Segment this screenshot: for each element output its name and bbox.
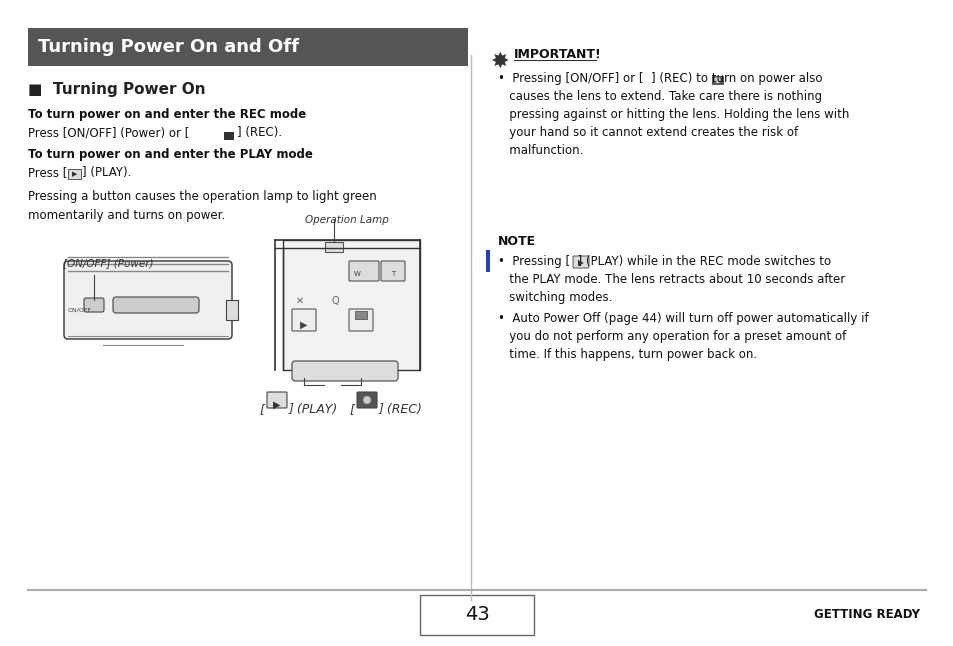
Text: ON/OFF: ON/OFF <box>68 307 92 312</box>
FancyBboxPatch shape <box>349 309 373 331</box>
Text: Press [ON/OFF] (Power) or [: Press [ON/OFF] (Power) or [ <box>28 126 190 139</box>
Text: malfunction.: malfunction. <box>497 144 583 157</box>
Text: 43: 43 <box>464 605 489 625</box>
Text: the PLAY mode. The lens retracts about 10 seconds after: the PLAY mode. The lens retracts about 1… <box>497 273 844 286</box>
Bar <box>224 132 233 140</box>
Text: ▶: ▶ <box>578 258 583 267</box>
Text: Press [: Press [ <box>28 166 68 179</box>
FancyBboxPatch shape <box>292 309 315 331</box>
FancyBboxPatch shape <box>292 361 397 381</box>
Text: ] (REC): ] (REC) <box>377 403 421 416</box>
FancyBboxPatch shape <box>112 297 199 313</box>
Bar <box>419 595 534 635</box>
Text: Q: Q <box>331 296 338 306</box>
Text: ▶: ▶ <box>300 320 308 330</box>
Text: time. If this happens, turn power back on.: time. If this happens, turn power back o… <box>497 348 757 361</box>
Text: you do not perform any operation for a preset amount of: you do not perform any operation for a p… <box>497 330 845 343</box>
Bar <box>226 300 237 320</box>
FancyBboxPatch shape <box>84 298 104 312</box>
Text: [: [ <box>260 403 265 416</box>
Text: pressing against or hitting the lens. Holding the lens with: pressing against or hitting the lens. Ho… <box>497 108 848 121</box>
Text: GETTING READY: GETTING READY <box>813 609 919 621</box>
Bar <box>28 28 468 66</box>
Text: To turn power on and enter the PLAY mode: To turn power on and enter the PLAY mode <box>28 148 313 161</box>
Bar <box>711 76 722 84</box>
Circle shape <box>226 134 232 138</box>
Text: [ON/OFF] (Power): [ON/OFF] (Power) <box>63 258 153 268</box>
FancyBboxPatch shape <box>267 392 287 408</box>
Text: ▶: ▶ <box>273 400 280 410</box>
FancyBboxPatch shape <box>349 261 378 281</box>
Text: causes the lens to extend. Take care there is nothing: causes the lens to extend. Take care the… <box>497 90 821 103</box>
Text: ] (PLAY).: ] (PLAY). <box>82 166 132 179</box>
Text: Pressing a button causes the operation lamp to light green
momentarily and turns: Pressing a button causes the operation l… <box>28 190 376 222</box>
FancyBboxPatch shape <box>380 261 405 281</box>
Bar <box>355 311 367 319</box>
Text: •  Pressing [  ] (PLAY) while in the REC mode switches to: • Pressing [ ] (PLAY) while in the REC m… <box>497 255 830 268</box>
Text: •  Auto Power Off (page 44) will turn off power automatically if: • Auto Power Off (page 44) will turn off… <box>497 312 868 325</box>
Text: W: W <box>354 271 360 277</box>
Text: Operation Lamp: Operation Lamp <box>305 215 389 225</box>
Text: ▶: ▶ <box>71 171 77 178</box>
Bar <box>485 250 490 272</box>
Text: IMPORTANT!: IMPORTANT! <box>514 48 601 61</box>
Circle shape <box>358 313 363 317</box>
Bar <box>68 169 81 179</box>
Circle shape <box>363 396 371 404</box>
Circle shape <box>714 78 720 83</box>
FancyBboxPatch shape <box>64 261 232 339</box>
Text: [: [ <box>350 403 355 416</box>
Text: Turning Power On and Off: Turning Power On and Off <box>38 38 298 56</box>
Bar <box>325 242 343 252</box>
Text: your hand so it cannot extend creates the risk of: your hand so it cannot extend creates th… <box>497 126 798 139</box>
FancyBboxPatch shape <box>356 392 376 408</box>
Text: To turn power on and enter the REC mode: To turn power on and enter the REC mode <box>28 108 306 121</box>
Text: ] (PLAY): ] (PLAY) <box>288 403 337 416</box>
Bar <box>283 240 419 370</box>
Text: ✸: ✸ <box>490 52 508 72</box>
Text: T: T <box>391 271 395 277</box>
Text: NOTE: NOTE <box>497 235 536 248</box>
Text: ■  Turning Power On: ■ Turning Power On <box>28 82 206 97</box>
FancyBboxPatch shape <box>573 256 588 268</box>
Text: •  Pressing [ON/OFF] or [  ] (REC) to turn on power also: • Pressing [ON/OFF] or [ ] (REC) to turn… <box>497 72 821 85</box>
Text: ✕: ✕ <box>295 296 304 306</box>
Text: switching modes.: switching modes. <box>497 291 612 304</box>
Text: ] (REC).: ] (REC). <box>236 126 282 139</box>
